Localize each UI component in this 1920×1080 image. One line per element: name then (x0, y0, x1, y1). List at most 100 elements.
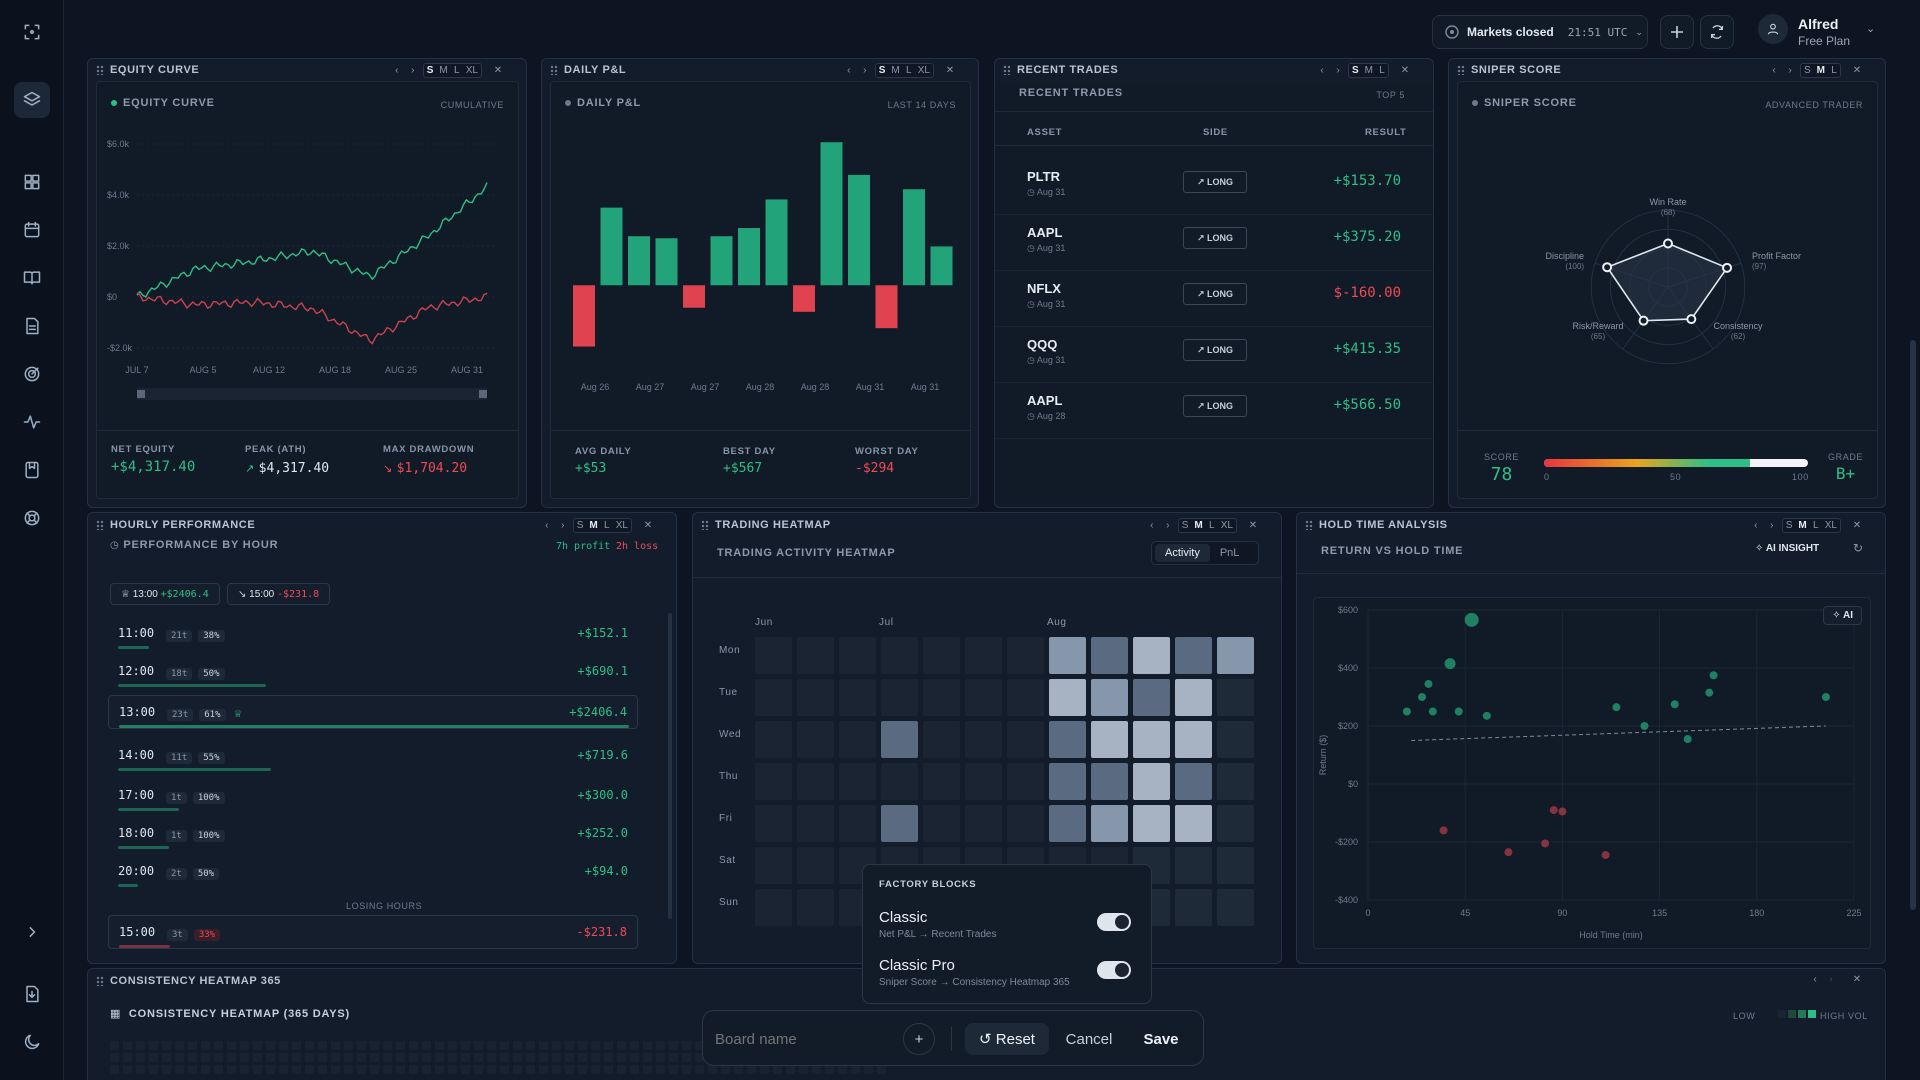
heatmap-cell[interactable] (881, 763, 918, 800)
close-icon[interactable]: ✕ (643, 520, 653, 531)
heatmap-cell[interactable] (1091, 637, 1128, 674)
heatmap-cell[interactable] (1049, 805, 1086, 842)
heatmap-cell[interactable] (1175, 805, 1212, 842)
close-icon[interactable]: ✕ (1248, 520, 1258, 531)
heatmap-cell[interactable] (1217, 847, 1254, 884)
size-m[interactable]: M (1194, 520, 1203, 531)
heatmap-cell[interactable] (1091, 763, 1128, 800)
heatmap-cell[interactable] (1133, 805, 1170, 842)
heatmap-cell[interactable] (1175, 763, 1212, 800)
chevron-right-icon[interactable]: › (1166, 520, 1170, 531)
heatmap-cell[interactable] (923, 637, 960, 674)
heatmap-cell[interactable] (1091, 805, 1128, 842)
chevron-left-icon[interactable]: ‹ (1813, 974, 1817, 985)
size-l[interactable]: L (1812, 520, 1819, 531)
close-icon[interactable]: ✕ (1852, 520, 1862, 531)
heatmap-cell[interactable] (1175, 679, 1212, 716)
heatmap-cell[interactable] (881, 637, 918, 674)
hour-row[interactable]: 17:00 1t 100% +$300.0 (108, 779, 638, 813)
heatmap-cell[interactable] (1007, 679, 1044, 716)
board-name-input[interactable] (715, 1023, 895, 1055)
best-hour-chip[interactable]: ♕ 13:00 +$2406.4 (110, 583, 220, 605)
help-icon[interactable] (14, 500, 50, 536)
chevron-left-icon[interactable]: ‹ (1754, 520, 1758, 531)
tab-pnl[interactable]: PnL (1219, 547, 1240, 559)
drag-handle-icon[interactable] (96, 65, 104, 75)
heatmap-cell[interactable] (1007, 721, 1044, 758)
heatmap-cell[interactable] (839, 763, 876, 800)
chevron-left-icon[interactable]: ‹ (847, 65, 851, 76)
heatmap-cell[interactable] (1217, 889, 1254, 926)
chevron-right-icon[interactable]: › (1336, 65, 1340, 76)
drag-handle-icon[interactable] (550, 65, 558, 75)
calendar-icon[interactable] (14, 212, 50, 248)
heatmap-cell[interactable] (839, 679, 876, 716)
size-s[interactable]: S (1351, 65, 1359, 76)
heatmap-cell[interactable] (797, 889, 834, 926)
chevron-left-icon[interactable]: ‹ (545, 520, 549, 531)
heatmap-cell[interactable] (839, 637, 876, 674)
table-row[interactable]: NFLX ◷ Aug 31 ↗ LONG $-160.00 (995, 271, 1433, 327)
hourly-scrollbar[interactable] (668, 613, 672, 919)
chevron-right-icon[interactable] (14, 914, 50, 950)
table-row[interactable]: QQQ ◷ Aug 31 ↗ LONG +$415.35 (995, 327, 1433, 383)
heatmap-cell[interactable] (1007, 763, 1044, 800)
heatmap-cell[interactable] (965, 637, 1002, 674)
refresh-button[interactable] (1700, 15, 1734, 49)
drag-handle-icon[interactable] (1003, 65, 1011, 75)
heatmap-cell[interactable] (923, 805, 960, 842)
heatmap-cell[interactable] (1217, 637, 1254, 674)
heatmap-cell[interactable] (923, 679, 960, 716)
heatmap-cell[interactable] (965, 763, 1002, 800)
chevron-right-icon[interactable]: › (1770, 520, 1774, 531)
save-button[interactable]: Save (1143, 1030, 1179, 1048)
hour-row[interactable]: 14:00 11t 55% +$719.6 (108, 739, 638, 773)
hour-row[interactable]: 12:00 18t 50% +$690.1 (108, 655, 638, 689)
layers-icon[interactable] (14, 82, 50, 118)
heatmap-cell[interactable] (1133, 721, 1170, 758)
ai-insight-button[interactable]: ✧ AI INSIGHT (1755, 543, 1819, 554)
heatmap-cell[interactable] (965, 721, 1002, 758)
drag-handle-icon[interactable] (96, 520, 104, 530)
size-l[interactable]: L (603, 520, 610, 531)
size-l[interactable]: L (1831, 65, 1837, 76)
heatmap-cell[interactable] (881, 679, 918, 716)
size-l[interactable]: L (1208, 520, 1215, 531)
heatmap-cell[interactable] (1133, 763, 1170, 800)
drag-handle-icon[interactable] (1305, 520, 1313, 530)
heatmap-cell[interactable] (1091, 679, 1128, 716)
heatmap-cell[interactable] (1217, 763, 1254, 800)
table-row[interactable]: AAPL ◷ Aug 31 ↗ LONG +$375.20 (995, 215, 1433, 271)
close-icon[interactable]: ✕ (493, 65, 503, 76)
size-xl[interactable]: XL (1824, 520, 1837, 531)
size-xl[interactable]: XL (917, 65, 930, 76)
heatmap-cell[interactable] (1175, 721, 1212, 758)
page-scrollbar[interactable] (1910, 340, 1916, 910)
chevron-left-icon[interactable]: ‹ (1320, 65, 1324, 76)
moon-icon[interactable] (14, 1024, 50, 1060)
classic-pro-toggle[interactable] (1097, 961, 1131, 979)
size-l[interactable]: L (453, 65, 460, 76)
heatmap-cell[interactable] (755, 721, 792, 758)
worst-hour-chip[interactable]: ↘ 15:00 -$231.8 (227, 583, 331, 605)
size-s[interactable]: S (1181, 520, 1189, 531)
chevron-right-icon[interactable]: › (1829, 974, 1833, 985)
size-s[interactable]: S (576, 520, 584, 531)
size-xl[interactable]: XL (1220, 520, 1233, 531)
heatmap-cell[interactable] (797, 847, 834, 884)
heatmap-cell[interactable] (1091, 721, 1128, 758)
heatmap-cell[interactable] (881, 805, 918, 842)
heatmap-cell[interactable] (839, 805, 876, 842)
heatmap-cell[interactable] (1175, 889, 1212, 926)
chevron-right-icon[interactable]: › (561, 520, 565, 531)
reset-button[interactable]: ↺ Reset (965, 1023, 1049, 1055)
size-m[interactable]: M (439, 65, 448, 76)
heatmap-cell[interactable] (1175, 847, 1212, 884)
heatmap-cell[interactable] (755, 637, 792, 674)
heatmap-cell[interactable] (797, 721, 834, 758)
size-s[interactable]: S (878, 65, 886, 76)
ai-badge[interactable]: ✧ AI (1823, 606, 1862, 625)
drag-handle-icon[interactable] (1457, 65, 1465, 75)
chevron-left-icon[interactable]: ‹ (1772, 65, 1776, 76)
avatar[interactable] (1758, 14, 1788, 44)
